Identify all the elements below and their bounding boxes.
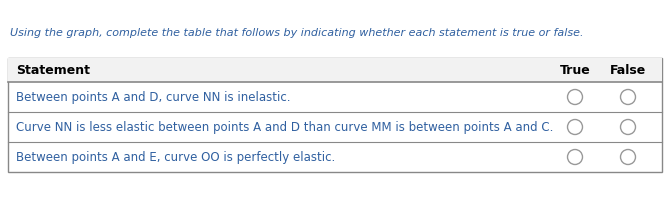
Text: Using the graph, complete the table that follows by indicating whether each stat: Using the graph, complete the table that… bbox=[10, 28, 583, 38]
Circle shape bbox=[567, 119, 583, 135]
Text: Curve NN is less elastic between points A and D than curve MM is between points : Curve NN is less elastic between points … bbox=[16, 120, 553, 134]
Circle shape bbox=[567, 150, 583, 165]
Text: False: False bbox=[610, 64, 646, 76]
Circle shape bbox=[620, 119, 636, 135]
Text: Statement: Statement bbox=[16, 64, 90, 76]
Bar bbox=[8, 58, 662, 82]
Circle shape bbox=[620, 89, 636, 104]
Bar bbox=[8, 58, 662, 172]
Text: True: True bbox=[560, 64, 591, 76]
Circle shape bbox=[567, 89, 583, 104]
Text: Between points A and D, curve NN is inelastic.: Between points A and D, curve NN is inel… bbox=[16, 91, 290, 104]
Circle shape bbox=[620, 150, 636, 165]
Text: Between points A and E, curve OO is perfectly elastic.: Between points A and E, curve OO is perf… bbox=[16, 150, 335, 163]
